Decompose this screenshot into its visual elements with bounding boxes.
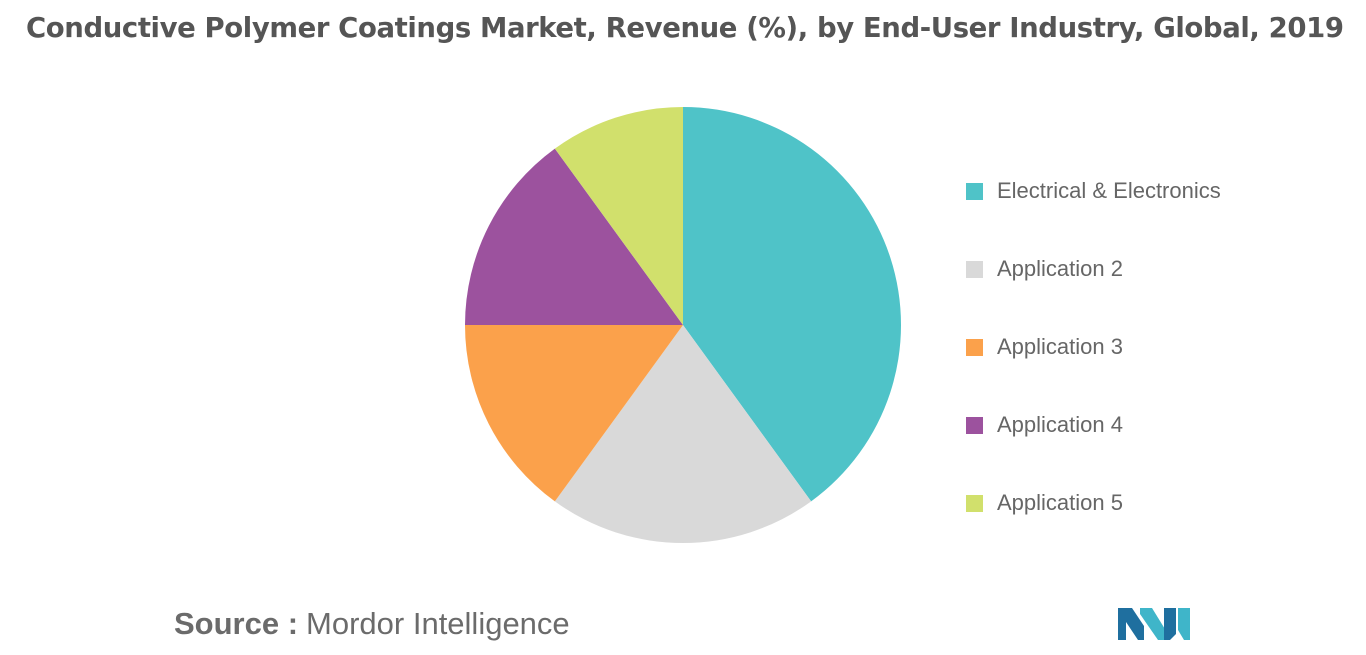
legend-label: Electrical & Electronics	[997, 178, 1221, 203]
legend: Electrical & Electronics Application 2 A…	[966, 152, 1221, 542]
source-credit: Source : Mordor Intelligence	[174, 606, 570, 642]
pie-slice-application-2	[554, 325, 812, 544]
legend-item-application-2: Application 2	[966, 230, 1221, 308]
logo-shape-4	[1178, 608, 1190, 640]
legend-item-application-4: Application 4	[966, 386, 1221, 464]
legend-swatch	[966, 494, 983, 512]
mordor-intelligence-logo-icon	[1118, 608, 1190, 640]
legend-label: Application 3	[997, 334, 1123, 359]
pie-slice-application-3	[465, 325, 683, 502]
legend-swatch	[966, 416, 983, 434]
pie-slice-application-4	[465, 148, 683, 325]
legend-item-electrical-electronics: Electrical & Electronics	[966, 152, 1221, 230]
pie-slice-electrical-electronics	[683, 107, 901, 502]
logo-shape-3	[1164, 608, 1176, 640]
legend-label: Application 5	[997, 490, 1123, 515]
legend-swatch	[966, 338, 983, 356]
legend-swatch	[966, 260, 983, 278]
pie-slice-application-5	[554, 107, 683, 325]
legend-item-application-5: Application 5	[966, 464, 1221, 542]
logo-shape-1	[1118, 608, 1144, 640]
legend-swatch	[966, 182, 983, 200]
legend-label: Application 2	[997, 256, 1123, 281]
logo-shape-2	[1140, 608, 1168, 640]
chart-title: Conductive Polymer Coatings Market, Reve…	[26, 12, 1344, 44]
legend-label: Application 4	[997, 412, 1123, 437]
legend-item-application-3: Application 3	[966, 308, 1221, 386]
source-label: Source :	[174, 606, 299, 641]
source-name: Mordor Intelligence	[306, 606, 570, 641]
